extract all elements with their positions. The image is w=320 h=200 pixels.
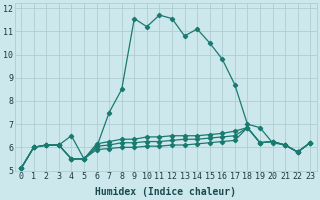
X-axis label: Humidex (Indice chaleur): Humidex (Indice chaleur) xyxy=(95,186,236,197)
